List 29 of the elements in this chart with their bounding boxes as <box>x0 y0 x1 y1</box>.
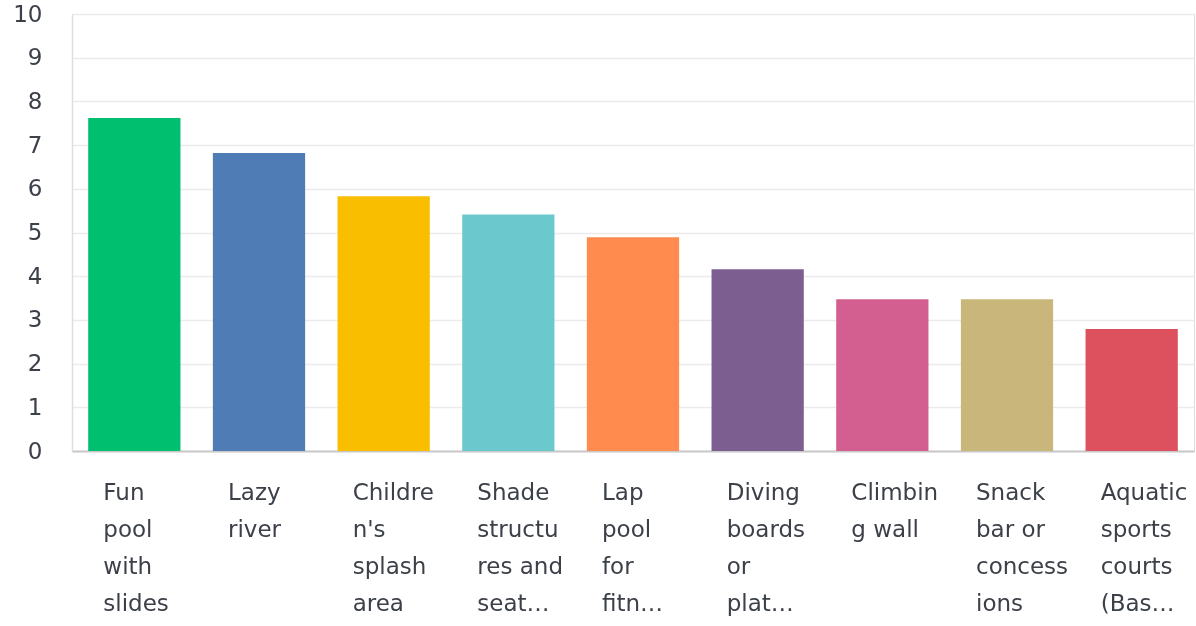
x-tick-label: Fun pool with slides <box>103 478 169 616</box>
x-tick-label: Climbing wall <box>851 478 939 542</box>
y-tick-label: 4 <box>27 262 43 289</box>
y-tick-label: 7 <box>27 131 43 158</box>
bar <box>88 118 181 451</box>
x-tick-label: Lazy river <box>228 478 282 542</box>
bar <box>1085 329 1178 451</box>
bar <box>212 152 306 451</box>
y-tick-label: 8 <box>27 87 43 114</box>
y-tick-label: 5 <box>27 219 43 245</box>
y-tick-label: 0 <box>27 437 43 464</box>
x-tick-label: Snack bar or concessions <box>976 478 1069 616</box>
y-tick-label: 1 <box>27 393 43 420</box>
bar <box>586 237 680 451</box>
x-tick-label: Diving boards or plat… <box>726 478 806 616</box>
x-tick-label: Children's splash area <box>352 478 434 616</box>
x-tick-label: Shade structures and seat… <box>477 478 564 616</box>
bar <box>462 214 555 451</box>
y-tick-label: 9 <box>27 44 43 71</box>
bar <box>960 299 1054 451</box>
bar <box>711 269 804 451</box>
x-tick-label: Lap pool for fitn… <box>602 478 664 616</box>
y-tick-label: 2 <box>27 350 43 377</box>
y-tick-label: 6 <box>27 175 43 202</box>
y-tick-label: 3 <box>27 306 43 333</box>
bar <box>836 299 929 451</box>
bar <box>337 196 430 451</box>
y-tick-label: 10 <box>13 0 43 27</box>
x-tick-label: Aquatic sports courts (Bas… <box>1100 478 1188 616</box>
